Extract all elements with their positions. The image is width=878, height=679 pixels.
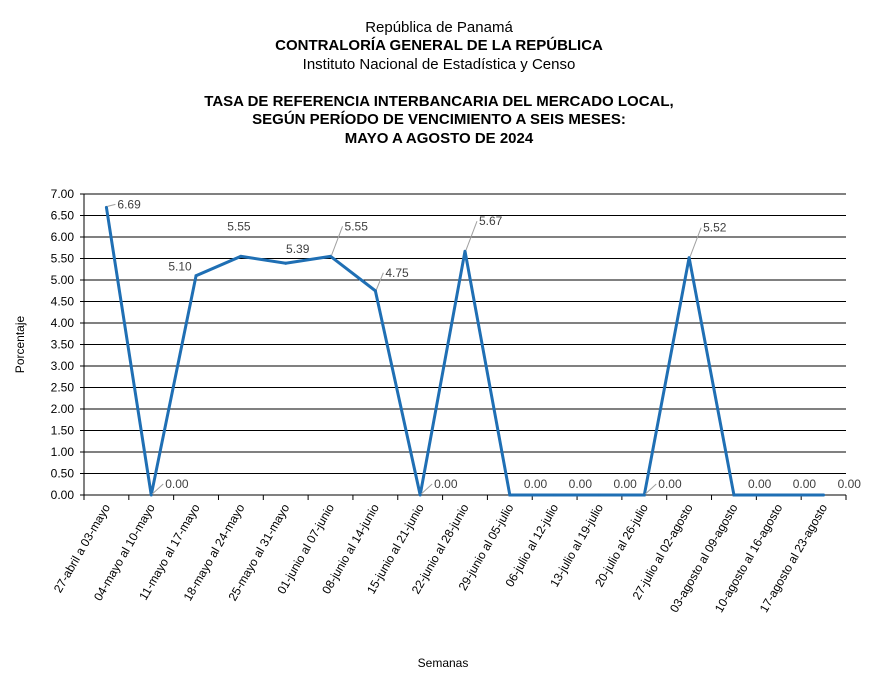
y-tick-label: 2.00	[51, 402, 75, 416]
data-label-leader	[689, 227, 702, 257]
y-tick-label: 0.50	[51, 467, 75, 481]
y-tick-label: 1.50	[51, 424, 75, 438]
data-label: 5.67	[479, 214, 503, 228]
data-point	[508, 493, 512, 497]
data-point	[104, 205, 108, 209]
y-tick-label: 4.50	[51, 295, 75, 309]
data-label-leader	[465, 221, 478, 251]
y-tick-label: 4.00	[51, 316, 75, 330]
data-label-leader	[420, 483, 433, 495]
y-tick-label: 5.00	[51, 273, 75, 287]
data-label: 5.55	[227, 219, 251, 233]
data-label: 5.55	[345, 219, 369, 233]
data-point	[687, 256, 691, 260]
y-tick-label: 5.50	[51, 252, 75, 266]
data-label: 4.75	[385, 266, 409, 280]
data-label: 0.00	[165, 477, 189, 491]
data-label-leader	[644, 483, 657, 495]
data-label: 0.00	[434, 477, 458, 491]
y-tick-label: 0.00	[51, 488, 75, 502]
data-point	[194, 274, 198, 278]
data-label: 0.00	[613, 477, 637, 491]
data-point	[732, 493, 736, 497]
data-label: 0.00	[569, 477, 593, 491]
header-institution: CONTRALORÍA GENERAL DE LA REPÚBLICA	[275, 37, 603, 54]
data-label: 0.00	[524, 477, 548, 491]
y-tick-label: 3.00	[51, 359, 75, 373]
data-label: 5.10	[168, 260, 192, 274]
data-point	[149, 493, 153, 497]
y-tick-label: 7.00	[51, 187, 75, 201]
data-label: 6.69	[117, 197, 141, 211]
data-label-leader	[151, 483, 164, 495]
data-label: 0.00	[748, 477, 772, 491]
data-point	[373, 289, 377, 293]
header-country: República de Panamá	[365, 19, 513, 36]
header-institute: Instituto Nacional de Estadística y Cens…	[302, 56, 576, 73]
y-tick-label: 3.50	[51, 338, 75, 352]
chart-title-line-3: MAYO A AGOSTO DE 2024	[344, 130, 534, 147]
data-point	[642, 493, 646, 497]
y-tick-label: 2.50	[51, 381, 75, 395]
data-point	[777, 493, 781, 497]
data-point	[822, 493, 826, 497]
data-point	[329, 254, 333, 258]
data-label-leader	[107, 203, 116, 207]
data-label: 5.52	[703, 221, 727, 235]
data-label-leader	[375, 272, 384, 290]
data-point	[284, 261, 288, 265]
data-label: 0.00	[838, 477, 862, 491]
y-axis-title: Porcentaje	[13, 315, 27, 373]
y-tick-label: 6.00	[51, 230, 75, 244]
data-point	[463, 249, 467, 253]
data-label-leader	[331, 226, 343, 256]
data-label: 0.00	[658, 477, 682, 491]
x-axis-title: Semanas	[418, 656, 469, 670]
chart-title-line-2: SEGÚN PERÍODO DE VENCIMIENTO A SEIS MESE…	[252, 111, 626, 128]
chart-title-line-1: TASA DE REFERENCIA INTERBANCARIA DEL MER…	[204, 93, 674, 110]
data-point	[239, 254, 243, 258]
data-label: 5.39	[286, 242, 310, 256]
data-point	[418, 493, 422, 497]
y-tick-label: 6.50	[51, 209, 75, 223]
data-point	[553, 493, 557, 497]
data-label: 0.00	[793, 477, 817, 491]
data-point	[597, 493, 601, 497]
y-tick-label: 1.00	[51, 445, 75, 459]
